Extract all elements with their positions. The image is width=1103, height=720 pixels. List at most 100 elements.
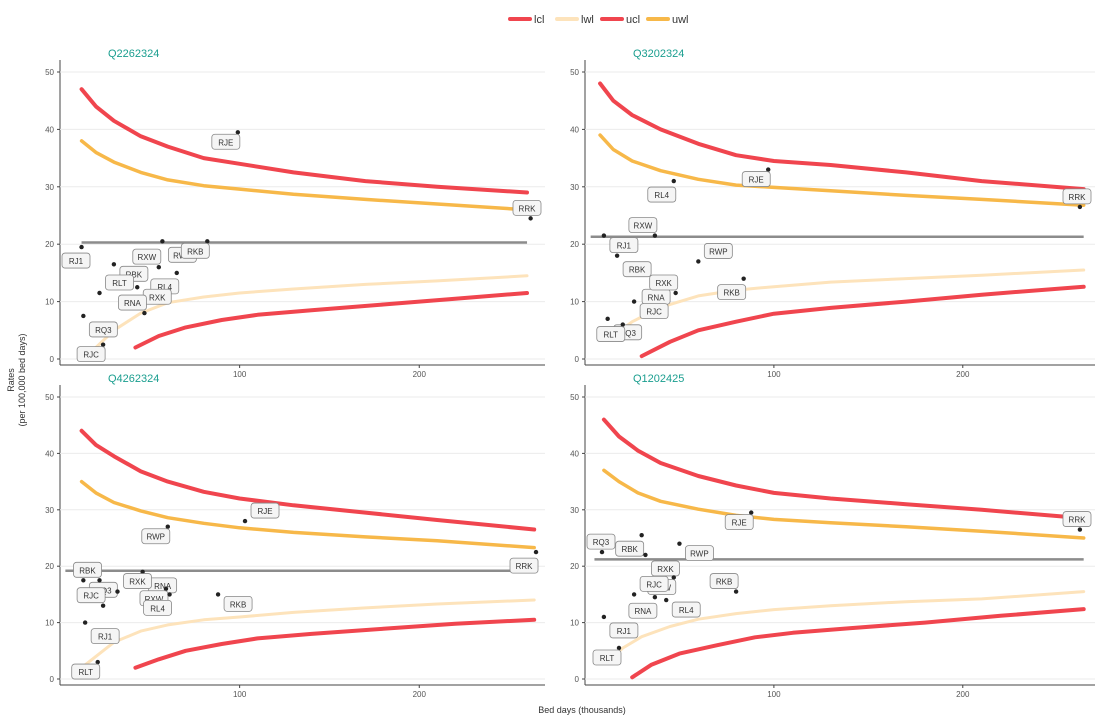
legend-label-lcl: lcl — [534, 14, 544, 26]
point-label: RJE — [218, 138, 233, 147]
data-point-RLT — [95, 659, 100, 665]
point-label-box — [76, 346, 106, 363]
data-point-RJ1 — [82, 620, 88, 625]
data-point-RJE — [766, 167, 771, 172]
point-label-box — [628, 217, 658, 233]
data-point-RXK — [673, 290, 678, 296]
point-label-box — [512, 199, 542, 216]
data-point-RQ3 — [599, 549, 605, 555]
point-label: RNA — [124, 299, 142, 308]
point-label-box — [622, 261, 652, 278]
point-label: RKB — [716, 578, 732, 587]
data-point-RL4 — [671, 178, 676, 184]
point-label: RKB — [230, 600, 246, 609]
data-point-RL4 — [174, 270, 179, 276]
point-label: RQ3 — [95, 326, 112, 335]
point-label: RLT — [78, 668, 93, 677]
data-point-RNA — [142, 310, 147, 316]
point-label: RL4 — [654, 191, 669, 200]
point-label: RXW — [137, 253, 156, 262]
point-label: RLT — [112, 279, 127, 288]
legend-label-uwl: uwl — [672, 14, 689, 26]
y-tick-label: 0 — [50, 355, 55, 364]
point-label-box — [649, 274, 679, 291]
y-tick-label: 50 — [570, 68, 579, 77]
panel-title: Q3202324 — [633, 48, 684, 60]
point-label-box — [628, 602, 658, 619]
data-point-RRK — [528, 216, 533, 221]
point-label: RKB — [187, 247, 203, 256]
point-label-box — [211, 133, 241, 150]
data-point-RJC — [100, 603, 106, 608]
point-label-box — [609, 237, 639, 253]
y-tick-label: 0 — [575, 355, 580, 364]
data-point-RJC — [631, 299, 637, 304]
series-lcl — [639, 284, 1086, 359]
data-point-RBK — [614, 253, 620, 258]
point-label: RKB — [723, 289, 739, 298]
x-tick-label: 200 — [413, 690, 427, 699]
point-label-box — [132, 248, 162, 265]
y-tick-label: 50 — [45, 393, 54, 402]
series-uwl — [79, 139, 529, 212]
point-label: RJ1 — [98, 633, 113, 642]
point-label-box — [61, 252, 91, 269]
point-label: RRK — [1069, 193, 1087, 202]
x-tick-label: 100 — [233, 690, 247, 699]
point-label: RJE — [257, 507, 272, 516]
point-label-box — [596, 326, 626, 342]
data-point-RWP — [160, 239, 165, 244]
x-tick-label: 100 — [767, 370, 781, 379]
point-label: RWP — [709, 247, 728, 256]
x-axis-title: Bed days (thousands) — [538, 705, 626, 715]
panel-3: 01020304050100200Q4262324RWPRJERRKRQ3RBK… — [45, 373, 545, 699]
point-label: RRK — [516, 562, 534, 571]
point-label-box — [509, 557, 539, 574]
point-label: RBK — [79, 566, 96, 575]
y-tick-label: 0 — [50, 675, 55, 684]
data-point-RKB — [205, 239, 210, 244]
y-tick-label: 20 — [45, 240, 54, 249]
panel-4: 0 10 20 30 40 50 100 200 Q1202425 RJE RRK RBK RWP RQ3… — [570, 373, 1095, 699]
y-tick-label: 40 — [45, 125, 54, 134]
point-label: RJC — [83, 351, 99, 360]
x-tick-label: 200 — [413, 370, 427, 379]
point-label: RL4 — [150, 604, 165, 613]
y-tick-label: 20 — [570, 240, 579, 249]
y-axis-title-line1: Rates — [6, 368, 16, 392]
point-label-box — [703, 243, 733, 259]
data-point-RJ1 — [601, 614, 607, 620]
y-tick-label: 30 — [570, 506, 579, 515]
point-label-box — [592, 649, 622, 666]
x-tick-label: 100 — [233, 370, 247, 379]
panel-title: Q2262324 — [108, 48, 159, 60]
point-label-box — [250, 502, 280, 519]
point-label: RJ1 — [617, 242, 632, 251]
data-point-RKB — [215, 592, 221, 597]
point-label: RNA — [154, 582, 172, 591]
data-point-RJE — [242, 518, 248, 524]
data-point-RNA — [140, 569, 145, 575]
series-ucl — [598, 81, 1086, 192]
data-point-RKB — [733, 589, 739, 594]
series-lwl — [611, 268, 1086, 338]
point-label: RRK — [1069, 516, 1087, 525]
point-label-box — [671, 601, 701, 618]
point-label-box — [685, 545, 714, 562]
point-label-box — [180, 242, 210, 259]
x-tick-label: 100 — [767, 690, 781, 699]
x-tick-label: 200 — [956, 370, 970, 379]
data-point-RJ1 — [601, 233, 607, 238]
series-lwl — [80, 598, 536, 670]
point-label: RBK — [126, 270, 143, 279]
point-label-box — [647, 186, 677, 203]
point-label: RRK — [519, 204, 537, 213]
y-tick-label: 40 — [45, 449, 54, 458]
y-tick-label: 30 — [45, 506, 54, 515]
point-label-box — [223, 596, 253, 612]
point-label-box — [651, 560, 680, 577]
series-uwl — [598, 133, 1086, 207]
panel-title: Q1202425 — [633, 373, 684, 385]
point-label: RXW — [145, 595, 164, 604]
y-axis-title-line2: (per 100,000 bed days) — [17, 333, 27, 426]
